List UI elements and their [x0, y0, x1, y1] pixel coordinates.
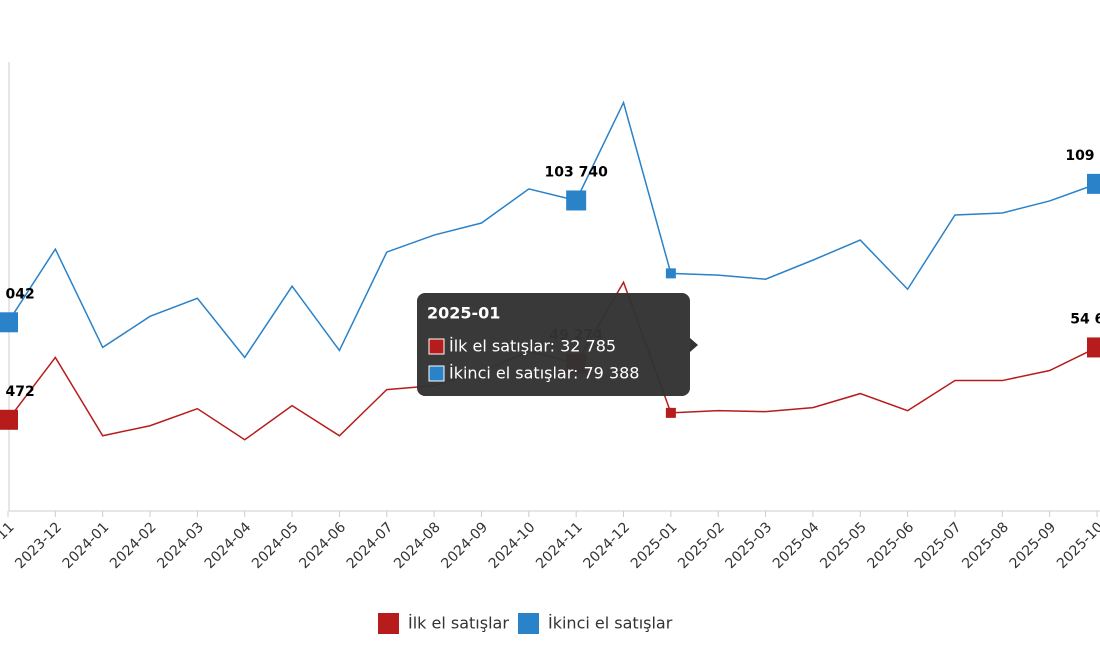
x-tick-label: 2025-05: [817, 519, 870, 572]
x-tick-label: 2024-04: [202, 519, 255, 572]
tooltip: 2025-01 İlk el satışlar: 32 785 İkinci el …: [417, 293, 698, 396]
point-marker: [0, 312, 18, 333]
x-tick-label: 2025-07: [912, 519, 965, 572]
x-tick-label: 2024-01: [60, 519, 113, 572]
x-tick-label: 2025-02: [675, 519, 728, 572]
tooltip-pointer: [690, 338, 698, 352]
x-tick-label: 2024-06: [296, 519, 349, 572]
x-tick-label: 2024-07: [344, 519, 397, 572]
x-tick-label: 2024-02: [107, 519, 160, 572]
data-label: 103 740: [545, 164, 609, 180]
x-tick-label: 2024-03: [154, 519, 207, 572]
tooltip-swatch: [428, 365, 445, 382]
point-marker: [0, 409, 18, 430]
legend-label[interactable]: İlk el satışlar: [408, 614, 509, 633]
tooltip-swatch: [428, 338, 445, 355]
x-tick-label: 2024-08: [391, 519, 444, 572]
x-tick-label: 2025-10: [1054, 519, 1100, 572]
x-tick-label: 2025-09: [1007, 519, 1060, 572]
x-tick-label: 2024-12: [580, 519, 633, 572]
legend-swatch[interactable]: [378, 613, 399, 634]
point-marker: [665, 407, 676, 418]
legend-swatch[interactable]: [518, 613, 539, 634]
tooltip-box: [417, 293, 690, 396]
x-tick-label: 2025-08: [959, 519, 1012, 572]
x-tick-label: 2025-04: [770, 519, 823, 572]
tooltip-row: İkinci el satışlar: 79 388: [449, 364, 639, 383]
x-tick-label: 2024-05: [249, 519, 302, 572]
legend-label[interactable]: İkinci el satışlar: [548, 614, 673, 633]
data-label: 63 042: [0, 286, 35, 302]
point-marker: [665, 268, 676, 279]
series-line: [7, 100, 1098, 359]
x-tick-label: 2024-09: [438, 519, 491, 572]
x-tick-label: 2025-06: [865, 519, 918, 572]
legend-item[interactable]: İkinci el satışlar: [518, 613, 673, 634]
x-tick-label: 2025-03: [723, 519, 776, 572]
x-tick-label: 2024-10: [486, 519, 539, 572]
x-tick-label: 2023-12: [12, 519, 65, 572]
point-marker: [1087, 173, 1100, 194]
point-marker: [566, 190, 587, 211]
point-marker: [1087, 337, 1100, 358]
data-label: 54 640: [1070, 311, 1100, 327]
data-label: 109 290: [1065, 148, 1100, 164]
tooltip-row: İlk el satışlar: 32 785: [449, 337, 616, 356]
x-tick-label: 2025-01: [628, 519, 681, 572]
tooltip-title: 2025-01: [427, 304, 500, 323]
data-label: 30 472: [0, 384, 35, 400]
legend-item[interactable]: İlk el satışlar: [378, 613, 509, 634]
x-tick-label: 2024-11: [533, 519, 586, 572]
